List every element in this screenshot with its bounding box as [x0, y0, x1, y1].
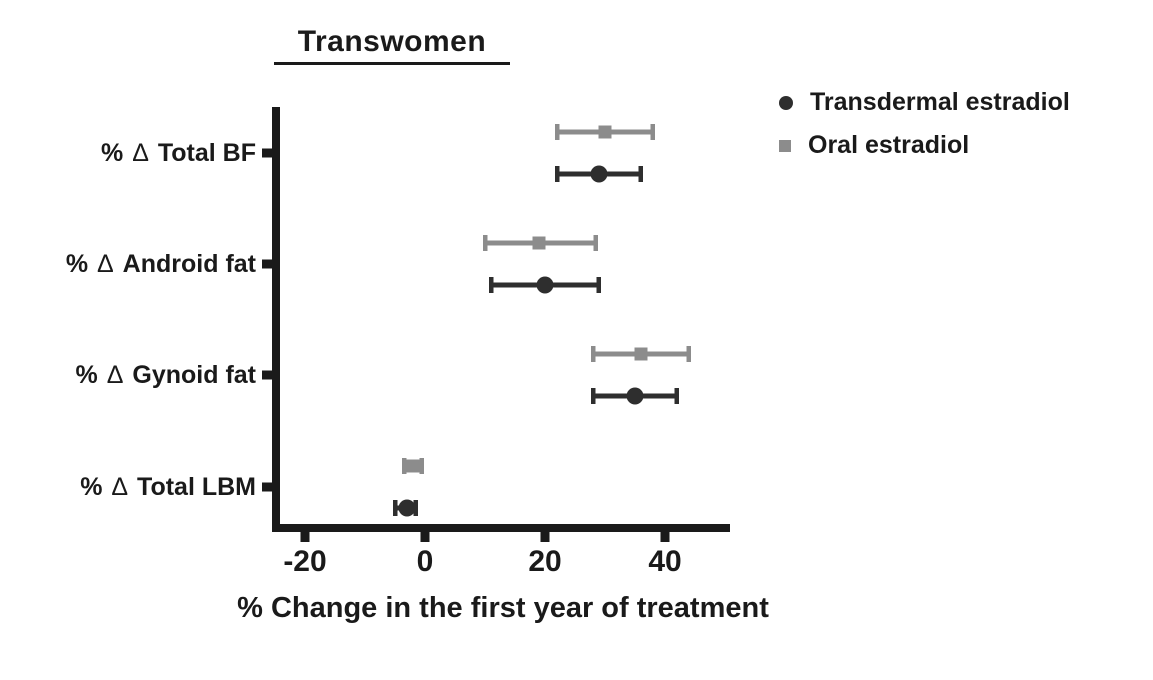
error-bar-cap-left: [402, 458, 407, 474]
y-axis-tick: [262, 482, 272, 492]
circle-marker-icon: [779, 95, 793, 110]
x-axis-title: % Change in the first year of treatment: [237, 592, 769, 624]
error-bar-cap-left: [483, 235, 488, 251]
error-bar-cap-right: [674, 388, 679, 404]
legend-item-transdermal-estradiol: Transdermal estradiol: [779, 88, 1070, 117]
y-category-label: % Δ Total BF: [101, 139, 256, 167]
error-bar-cap-right: [650, 124, 655, 140]
data-point-square: [634, 347, 648, 361]
y-category-label: % Δ Android fat: [65, 250, 256, 278]
error-bar-cap-left: [591, 346, 596, 362]
y-axis-tick: [262, 370, 272, 380]
data-point-square: [532, 236, 546, 250]
data-point-square: [598, 125, 612, 139]
legend-label-oral: Oral estradiol: [808, 131, 970, 159]
legend: Transdermal estradiol Oral estradiol: [779, 88, 1070, 160]
x-axis-tick: [660, 532, 670, 542]
x-axis-tick: [300, 532, 310, 542]
y-category-label: % Δ Total LBM: [80, 473, 256, 501]
error-bar-cap-right: [413, 500, 418, 516]
y-category-label: % Δ Gynoid fat: [75, 361, 256, 389]
error-bar-cap-left: [555, 124, 560, 140]
y-axis-tick: [262, 148, 272, 158]
x-tick-label: 40: [648, 545, 681, 578]
x-axis-tick: [540, 532, 550, 542]
error-bar-cap-right: [419, 458, 424, 474]
error-bar-cap-left: [489, 277, 494, 293]
x-tick-label: 20: [528, 545, 561, 578]
y-axis-tick: [262, 259, 272, 269]
x-axis-line: [272, 524, 730, 532]
error-bar-cap-left: [555, 166, 560, 182]
data-point-circle: [398, 499, 416, 517]
data-point-circle: [590, 165, 608, 183]
delta-glyph: Δ: [111, 473, 129, 501]
x-tick-label: 0: [417, 545, 434, 578]
square-marker-icon: [779, 139, 791, 152]
data-point-circle: [536, 276, 554, 294]
error-bar-cap-right: [638, 166, 643, 182]
error-bar-cap-right: [686, 346, 691, 362]
data-point-circle: [626, 387, 644, 405]
delta-glyph: Δ: [132, 139, 149, 167]
error-bar-cap-left: [591, 388, 596, 404]
chart-title: Transwomen: [274, 25, 510, 65]
legend-item-oral-estradiol: Oral estradiol: [779, 131, 1070, 160]
data-point-square: [406, 459, 420, 473]
y-axis-line: [272, 107, 280, 532]
x-tick-label: -20: [283, 545, 326, 578]
error-bar-cap-right: [593, 235, 598, 251]
error-bar-cap-left: [393, 500, 398, 516]
delta-glyph: Δ: [97, 250, 114, 278]
error-bar-cap-right: [596, 277, 601, 293]
delta-glyph: Δ: [106, 361, 124, 389]
legend-label-transdermal: Transdermal estradiol: [810, 88, 1070, 116]
x-axis-tick: [420, 532, 430, 542]
